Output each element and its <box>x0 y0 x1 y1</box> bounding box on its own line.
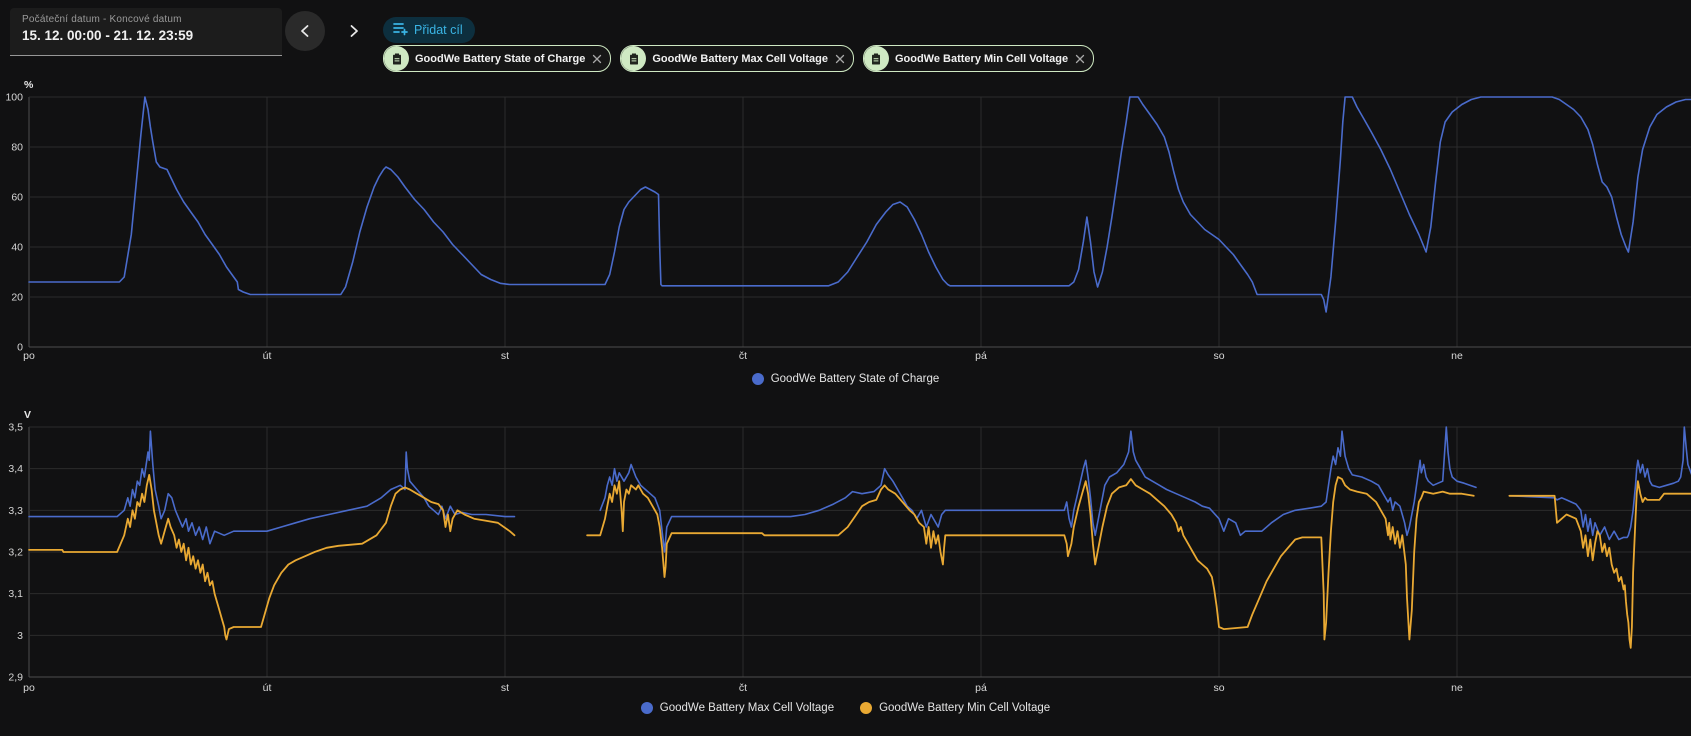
entity-chips: GoodWe Battery State of Charge GoodWe Ba… <box>383 45 1095 72</box>
battery-icon <box>863 46 889 71</box>
x-tick-label: po <box>23 682 35 694</box>
y-tick-label: 3,2 <box>8 547 23 559</box>
chip-label: GoodWe Battery Min Cell Voltage <box>894 52 1069 65</box>
x-tick-label: ne <box>1451 350 1463 362</box>
series-goodwe-battery-min-cell-voltage <box>1508 480 1691 649</box>
chip-label: GoodWe Battery Max Cell Voltage <box>652 52 828 65</box>
date-range-label: Počáteční datum - Koncové datum <box>22 14 182 25</box>
add-target-button[interactable]: Přidat cíl <box>383 17 475 43</box>
x-tick-label: čt <box>739 682 747 694</box>
battery-icon <box>384 46 409 71</box>
date-range-value: 15. 12. 00:00 - 21. 12. 23:59 <box>22 28 194 43</box>
chip-battery-max-cell-voltage[interactable]: GoodWe Battery Max Cell Voltage <box>620 45 854 72</box>
add-target-label: Přidat cíl <box>414 23 463 37</box>
previous-period-button[interactable] <box>285 11 325 51</box>
x-tick-label: so <box>1213 350 1224 362</box>
chevron-right-icon <box>347 24 361 38</box>
series-goodwe-battery-min-cell-voltage <box>586 476 1475 641</box>
axis-unit-label: V <box>24 409 31 421</box>
chip-label: GoodWe Battery State of Charge <box>415 52 586 65</box>
x-tick-label: ne <box>1451 682 1463 694</box>
voltage-chart-legend: GoodWe Battery Max Cell Voltage GoodWe B… <box>0 702 1691 714</box>
chevron-left-icon <box>298 24 312 38</box>
legend-dot <box>751 373 764 385</box>
y-tick-label: 3,5 <box>8 422 23 434</box>
close-icon[interactable] <box>1075 54 1085 64</box>
x-tick-label: st <box>501 350 509 362</box>
x-tick-label: út <box>263 682 272 694</box>
y-tick-label: 3,4 <box>8 463 23 475</box>
playlist-plus-icon <box>392 20 408 41</box>
y-tick-label: 2,9 <box>8 672 23 684</box>
y-tick-label: 100 <box>5 92 23 104</box>
series-goodwe-battery-max-cell-voltage <box>1508 426 1691 541</box>
legend-label: GoodWe Battery Max Cell Voltage <box>659 702 835 714</box>
y-tick-label: 3,1 <box>8 588 23 600</box>
x-tick-label: so <box>1213 682 1224 694</box>
date-range-input[interactable]: Počáteční datum - Koncové datum 15. 12. … <box>10 8 282 56</box>
series-goodwe-battery-state-of-charge <box>28 96 1691 313</box>
y-tick-label: 80 <box>11 142 23 154</box>
y-tick-label: 3 <box>17 630 23 642</box>
battery-icon <box>621 46 647 71</box>
next-period-button[interactable] <box>334 11 374 51</box>
y-tick-label: 0 <box>17 342 23 354</box>
x-tick-label: út <box>263 350 272 362</box>
x-tick-label: pá <box>975 682 987 694</box>
axis-unit-label: % <box>24 79 34 91</box>
soc-chart-legend: GoodWe Battery State of Charge <box>0 373 1691 385</box>
legend-item-max-voltage[interactable]: GoodWe Battery Max Cell Voltage <box>640 702 835 714</box>
chip-battery-min-cell-voltage[interactable]: GoodWe Battery Min Cell Voltage <box>862 45 1095 72</box>
series-goodwe-battery-min-cell-voltage <box>28 474 516 641</box>
legend-label: GoodWe Battery Min Cell Voltage <box>879 702 1051 714</box>
soc-chart[interactable]: 0 20 40 60 80 100% po út st čt pá so ne <box>5 79 1691 362</box>
legend-item-min-voltage[interactable]: GoodWe Battery Min Cell Voltage <box>860 702 1050 714</box>
close-icon[interactable] <box>592 54 602 64</box>
legend-dot <box>640 702 653 714</box>
y-tick-label: 20 <box>11 292 23 304</box>
y-tick-label: 40 <box>11 242 23 254</box>
x-tick-label: po <box>23 350 35 362</box>
y-tick-label: 60 <box>11 192 23 204</box>
x-tick-label: čt <box>739 350 747 362</box>
legend-item-soc[interactable]: GoodWe Battery State of Charge <box>751 373 940 385</box>
x-tick-label: pá <box>975 350 987 362</box>
chip-battery-state-of-charge[interactable]: GoodWe Battery State of Charge <box>383 45 612 72</box>
legend-dot <box>860 702 873 714</box>
x-tick-label: st <box>501 682 509 694</box>
series-goodwe-battery-max-cell-voltage <box>28 430 516 545</box>
series-goodwe-battery-max-cell-voltage <box>599 426 1477 553</box>
close-icon[interactable] <box>835 54 845 64</box>
y-tick-label: 3,3 <box>8 505 23 517</box>
legend-label: GoodWe Battery State of Charge <box>770 373 940 385</box>
